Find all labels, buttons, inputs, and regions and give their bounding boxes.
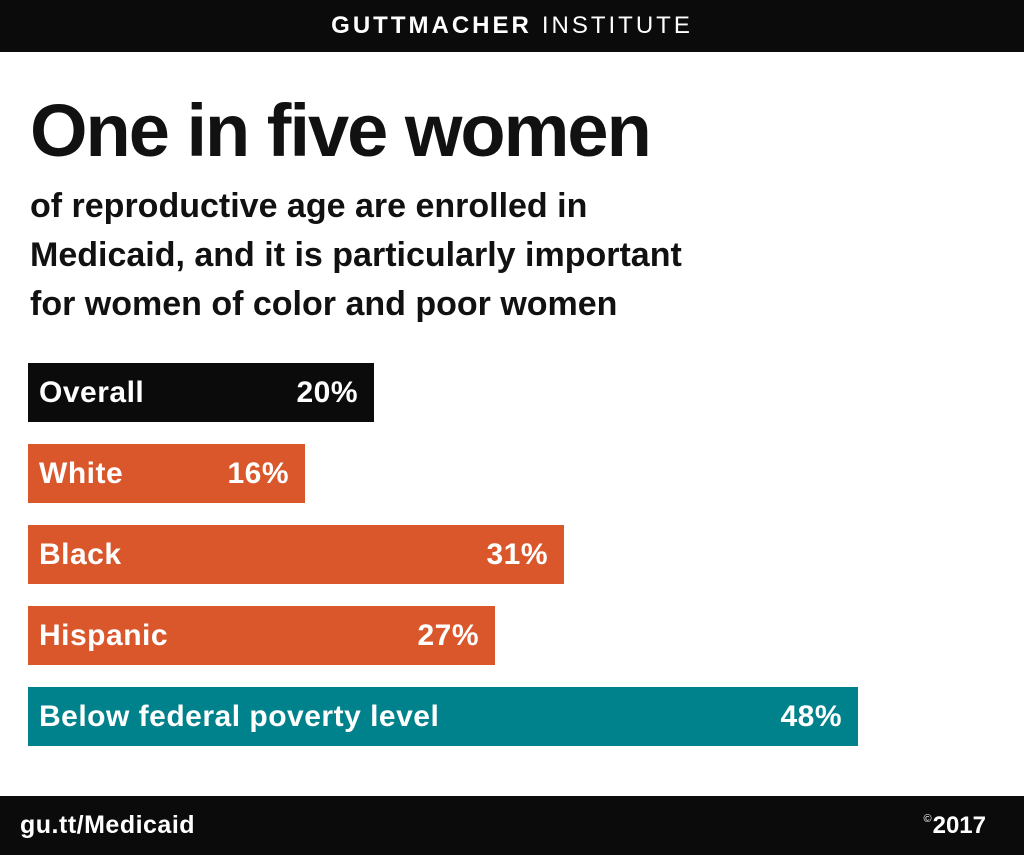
brand-name-regular: INSTITUTE: [541, 12, 693, 39]
brand-logo: GUTTMACHER INSTITUTE: [331, 12, 693, 40]
bar-white: White 16%: [28, 444, 305, 503]
header-band: GUTTMACHER INSTITUTE: [0, 0, 1024, 52]
subtitle-line-2: Medicaid, and it is particularly importa…: [30, 236, 682, 274]
bar-value: 27%: [417, 618, 479, 652]
copyright-year: 2017: [932, 811, 986, 839]
bar-hispanic: Hispanic 27%: [28, 606, 495, 665]
bar-label: White: [39, 456, 124, 490]
bar-value: 16%: [227, 456, 289, 490]
content-area: One in five women of reproductive age ar…: [0, 52, 1024, 746]
bar-below-poverty: Below federal poverty level 48%: [28, 687, 858, 746]
copyright-text: ©2017: [924, 812, 987, 840]
footer-band: gu.tt/Medicaid ©2017: [0, 796, 1024, 855]
chart-subtitle: of reproductive age are enrolled in Medi…: [30, 182, 994, 329]
bar-label: Black: [39, 537, 122, 571]
bar-chart: Overall 20% White 16% Black 31% Hispanic…: [28, 363, 994, 746]
subtitle-line-3: for women of color and poor women: [30, 285, 618, 323]
bar-value: 31%: [486, 537, 548, 571]
brand-name-bold: GUTTMACHER: [331, 12, 532, 39]
bar-value: 20%: [296, 375, 358, 409]
chart-title: One in five women: [30, 89, 652, 172]
bar-overall: Overall 20%: [28, 363, 374, 422]
footer-url: gu.tt/Medicaid: [20, 811, 196, 839]
bar-black: Black 31%: [28, 525, 564, 584]
bar-value: 48%: [780, 699, 842, 733]
copyright-symbol: ©: [923, 812, 932, 825]
bar-label: Below federal poverty level: [39, 699, 440, 733]
subtitle-line-1: of reproductive age are enrolled in: [30, 187, 588, 225]
bar-label: Overall: [39, 375, 145, 409]
bar-label: Hispanic: [39, 618, 169, 652]
